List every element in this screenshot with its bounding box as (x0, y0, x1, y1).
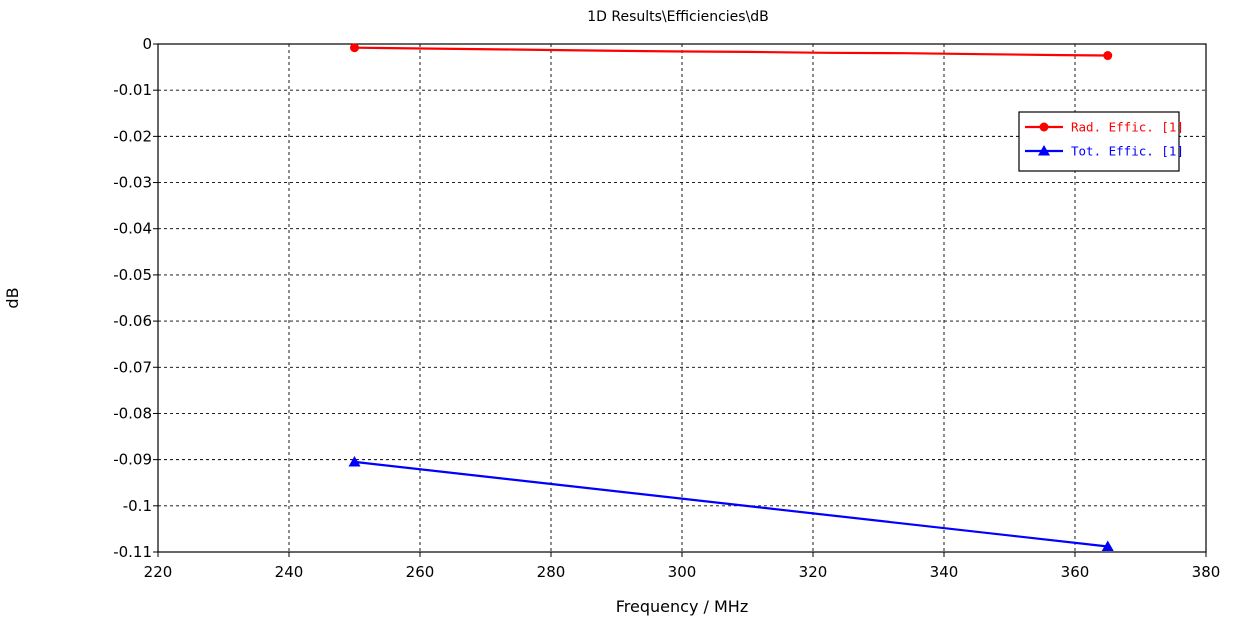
legend-box (1018, 111, 1180, 172)
data-point-2-2 (1101, 540, 1114, 551)
data-point-1-1 (350, 43, 359, 53)
series-line-1 (354, 46, 1108, 57)
y-axis-ticks: 0 -0.01 -0.02 -0.03 -0.04 -0.05 -0.06 -0.07 -0.0… (113, 35, 158, 561)
chart-title: 1D Results\Efficiencies\dB (587, 9, 769, 25)
x-tick-label: 320 (799, 563, 828, 581)
y-tick-label: -0.1 (123, 497, 152, 515)
series-group (348, 43, 1114, 551)
y-tick-label: -0.02 (113, 127, 152, 145)
x-tick-label: 240 (275, 563, 304, 581)
y-tick-label: -0.07 (113, 358, 152, 376)
x-tick-label: 260 (406, 563, 435, 581)
x-tick-label: 360 (1061, 563, 1090, 581)
x-tick-label: 380 (1192, 563, 1221, 581)
legend: Rad. Effic. [1] Tot. Effic. [1] (1018, 111, 1184, 172)
y-axis-label: dB (3, 287, 22, 308)
y-tick-label: -0.08 (113, 404, 152, 422)
legend-entry-label: Tot. Effic. [1] (1071, 144, 1184, 159)
legend-swatch-marker (1038, 145, 1050, 156)
data-point-2-1 (348, 455, 361, 467)
y-tick-label: 0 (142, 35, 152, 53)
x-tick-label: 220 (144, 563, 173, 581)
x-tick-label: 280 (537, 563, 566, 581)
legend-entry-label: Rad. Effic. [1] (1071, 120, 1184, 135)
x-axis-label: Frequency / MHz (616, 597, 748, 616)
series-line-2 (354, 460, 1108, 548)
y-tick-label: -0.05 (113, 266, 152, 284)
y-tick-label: -0.09 (113, 451, 152, 469)
y-tick-label: -0.04 (113, 220, 152, 238)
x-tick-label: 300 (668, 563, 697, 581)
y-tick-label: -0.03 (113, 174, 152, 192)
y-tick-label: -0.01 (113, 81, 152, 99)
legend-swatch-marker (1039, 122, 1049, 132)
y-tick-label: -0.06 (113, 312, 152, 330)
data-point-1-2 (1103, 51, 1113, 61)
y-tick-label: -0.11 (113, 543, 152, 561)
x-axis-ticks: 220 240 260 280 300 320 340 360 380 (144, 552, 1221, 581)
x-tick-label: 340 (930, 563, 959, 581)
